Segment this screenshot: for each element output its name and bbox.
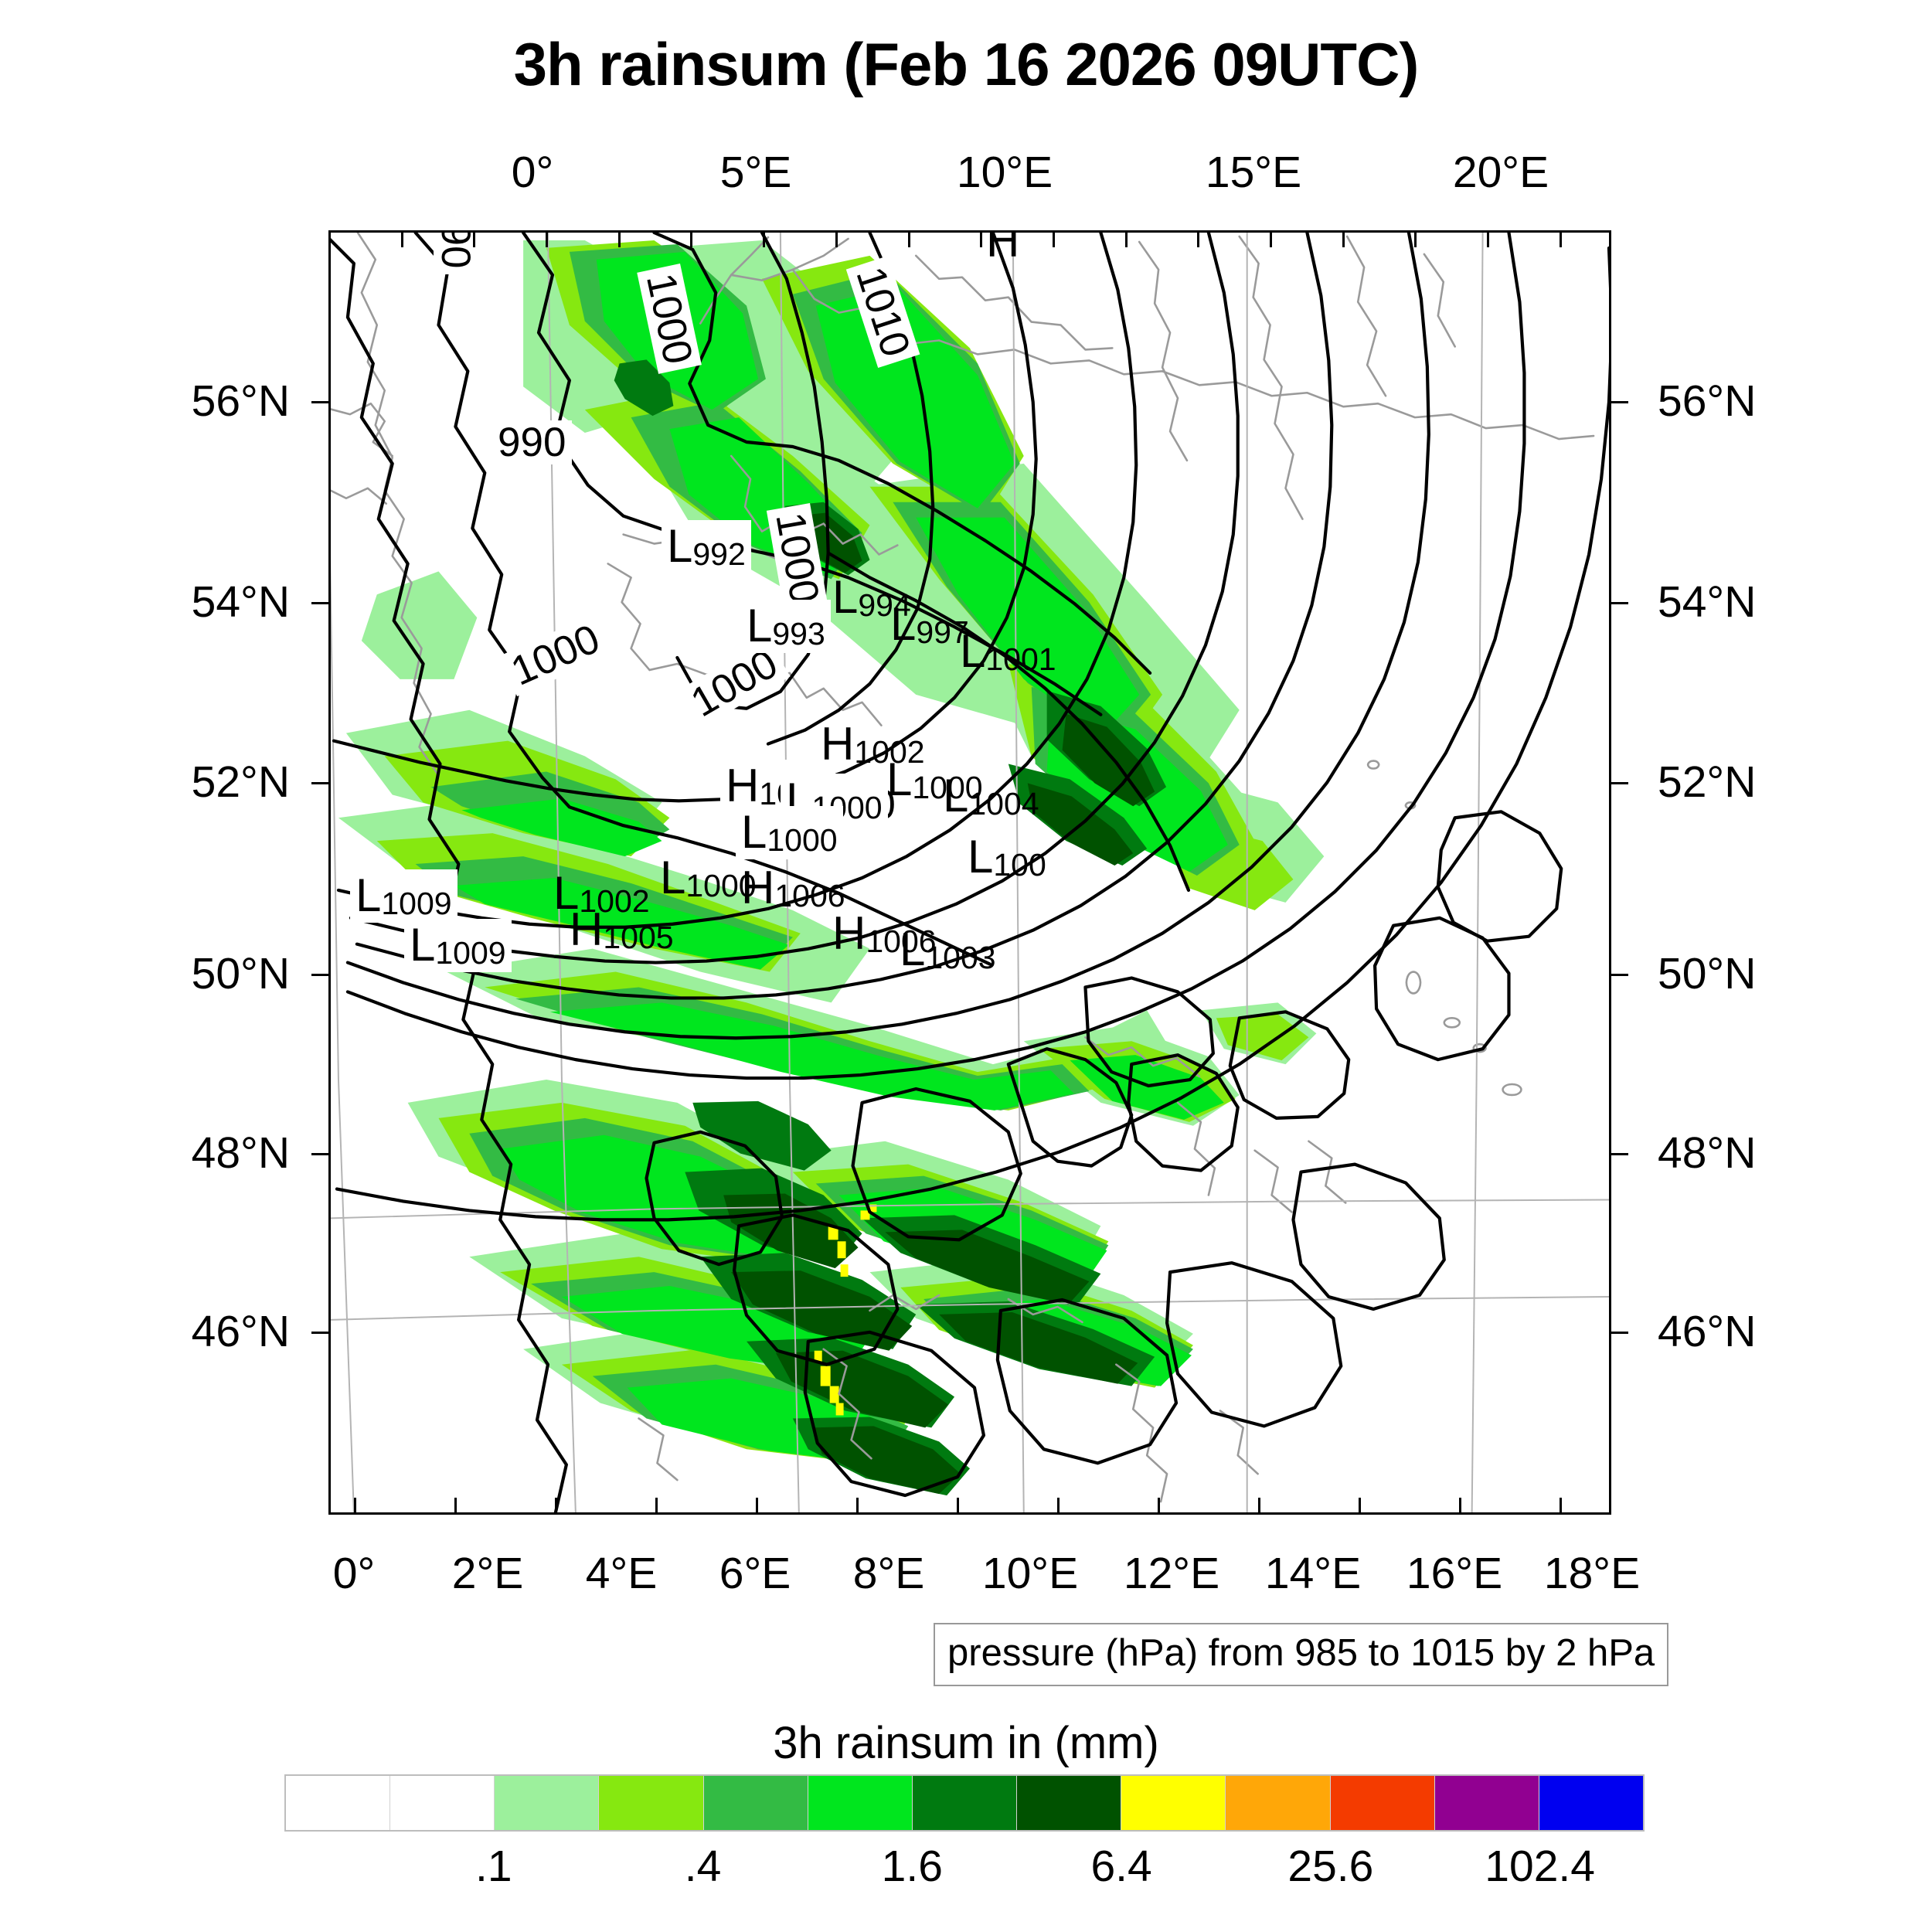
right-tick-label: 54°N (1658, 577, 1757, 627)
right-tick-label: 50°N (1658, 949, 1757, 998)
top-tick-label: 15°E (1205, 148, 1302, 197)
extremum-label-L1000-d: L1000 (660, 852, 757, 903)
extremum-label-L1000-c: L1000 (736, 806, 843, 859)
extremum-label-L1000-a: L1000 (886, 753, 983, 805)
map-panel[interactable]: 990 990 1000 1010 1000 1000 1000 1000 L9… (328, 230, 1611, 1515)
colorbar-swatch-3[interactable] (599, 1776, 704, 1830)
colorbar-swatch-10[interactable] (1330, 1776, 1435, 1830)
colorbar-title: 3h rainsum in (mm) (773, 1718, 1159, 1768)
bottom-tick-label: 10°E (981, 1549, 1079, 1598)
bottom-tick-label: 6°E (719, 1549, 791, 1598)
extremum-label-H1006-a: H1006 (741, 862, 845, 913)
left-tick-label: 56°N (191, 376, 290, 426)
extremum-label-L100: L100 (968, 831, 1046, 883)
colorbar-swatch-7[interactable] (1017, 1776, 1122, 1830)
extremum-label-L993: L993 (741, 600, 831, 653)
extremum-label-L1003: L1003 (900, 923, 996, 975)
extremum-label-L1009-a: L1009 (350, 869, 457, 923)
colorbar-swatch-8[interactable] (1121, 1776, 1226, 1830)
bottom-tick-label: 16°E (1406, 1549, 1503, 1598)
left-tick-label: 52°N (191, 757, 290, 807)
extremum-label-H1002-a: H1002 (821, 718, 925, 770)
right-tick-label: 48°N (1658, 1128, 1757, 1178)
contour-label: 990 (492, 420, 573, 464)
colorbar-swatch-2[interactable] (495, 1776, 600, 1830)
left-tick-label: 48°N (191, 1128, 290, 1178)
top-tick-label: 10°E (956, 148, 1053, 197)
colorbar-swatch-1[interactable] (390, 1776, 495, 1830)
extremum-label-L994: L994 (832, 571, 911, 623)
colorbar-swatch-9[interactable] (1226, 1776, 1331, 1830)
colorbar-tick-label: .1 (474, 1842, 512, 1891)
colorbar-swatch-4[interactable] (703, 1776, 808, 1830)
extremum-label-H: H (986, 230, 1020, 267)
page-title: 3h rainsum (Feb 16 2026 09UTC) (513, 30, 1420, 98)
colorbar-tick-label: 6.4 (1090, 1842, 1152, 1891)
left-tick-label: 50°N (191, 949, 290, 998)
colorbar-tick-label: 102.4 (1485, 1842, 1595, 1891)
top-tick-label: 0° (511, 148, 554, 197)
colorbar-swatch-0[interactable] (286, 1776, 391, 1830)
left-tick-label: 54°N (191, 577, 290, 627)
bottom-tick-label: 8°E (852, 1549, 925, 1598)
colorbar-tick-labels: .1 .4 1.6 6.4 25.6 102.4 (284, 1841, 1645, 1903)
extremum-label-L1009-b: L1009 (404, 919, 512, 972)
top-tick-label: 5°E (719, 148, 792, 197)
colorbar-tick-label: 25.6 (1287, 1842, 1374, 1891)
map-canvas (331, 233, 1609, 1512)
extremum-label-L992: L992 (662, 520, 751, 573)
colorbar-swatch-6[interactable] (912, 1776, 1018, 1830)
colorbar-swatch-5[interactable] (808, 1776, 913, 1830)
bottom-tick-label: 2°E (451, 1549, 524, 1598)
colorbar-tick-label: 1.6 (881, 1842, 943, 1891)
extremum-label-L1002: L1002 (553, 867, 650, 919)
extremum-label-L997: L997 (890, 598, 969, 650)
bottom-tick-label: 4°E (585, 1549, 658, 1598)
bottom-tick-label: 12°E (1123, 1549, 1220, 1598)
colorbar-swatch-11[interactable] (1434, 1776, 1539, 1830)
extremum-label-L1001: L1001 (960, 625, 1056, 677)
top-tick-label: 20°E (1452, 148, 1549, 197)
bottom-tick-label: 0° (332, 1549, 376, 1598)
left-tick-label: 46°N (191, 1307, 290, 1356)
right-tick-label: 46°N (1658, 1307, 1757, 1356)
contour-label: 990 (433, 233, 478, 275)
bottom-tick-label: 18°E (1543, 1549, 1641, 1598)
right-tick-label: 56°N (1658, 376, 1757, 426)
colorbar[interactable] (284, 1774, 1645, 1832)
extremum-label-H1006-b: H1006 (832, 907, 937, 959)
pressure-legend: pressure (hPa) from 985 to 1015 by 2 hPa (934, 1623, 1669, 1686)
colorbar-tick-label: .4 (684, 1842, 722, 1891)
extremum-label-L1004: L1004 (943, 770, 1039, 821)
extremum-label-H1005: H1005 (570, 903, 674, 955)
bottom-tick-label: 14°E (1264, 1549, 1362, 1598)
map-graphics (331, 233, 1609, 1512)
colorbar-swatch-12[interactable] (1539, 1776, 1644, 1830)
right-tick-label: 52°N (1658, 757, 1757, 807)
